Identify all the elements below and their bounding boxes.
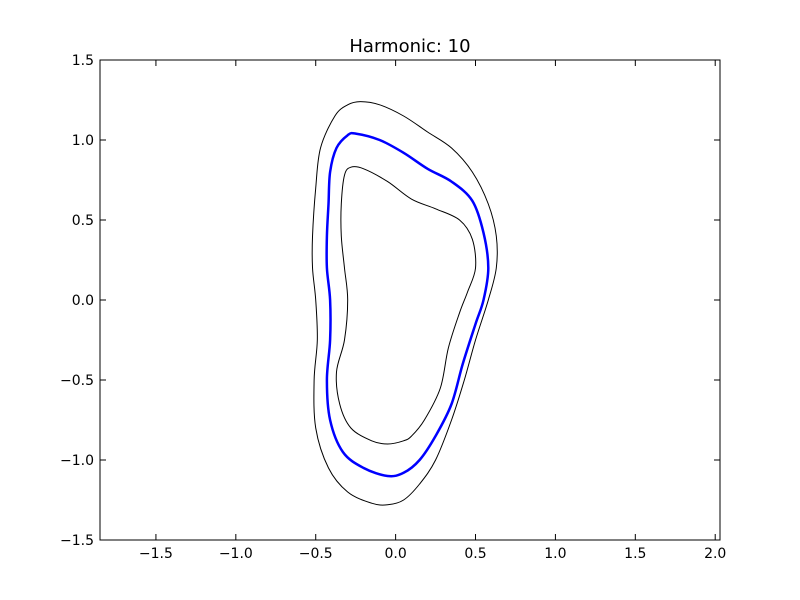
y-tick-labels: −1.5 −1.0 −0.5 0.0 0.5 1.0 1.5	[60, 53, 94, 549]
curves	[311, 101, 498, 506]
outer-contour-line	[311, 101, 498, 506]
y-tick-label: 0.0	[72, 293, 94, 309]
x-tick-label: 1.5	[624, 546, 646, 562]
x-tick-label: 2.0	[704, 546, 726, 562]
x-tick-label: 0.0	[384, 546, 406, 562]
center-contour-line	[325, 131, 490, 478]
y-tick-label: 1.5	[72, 53, 94, 69]
x-tick-label: 1.0	[544, 546, 566, 562]
x-tick-label: 0.5	[464, 546, 486, 562]
y-tick-label: −1.0	[60, 453, 94, 469]
y-tick-label: 1.0	[72, 133, 94, 149]
y-tick-label: −1.5	[60, 533, 94, 549]
x-tick-label: −1.0	[219, 546, 253, 562]
y-tick-label: −0.5	[60, 373, 94, 389]
x-tick-labels: −1.5 −1.0 −0.5 0.0 0.5 1.0 1.5 2.0	[139, 546, 726, 562]
axes-frame	[99, 59, 721, 541]
x-tick-label: −1.5	[139, 546, 173, 562]
chart-title: Harmonic: 10	[349, 36, 470, 57]
x-tick-label: −0.5	[299, 546, 333, 562]
ticks	[100, 59, 720, 541]
inner-contour-line	[335, 166, 477, 445]
y-tick-label: 0.5	[72, 213, 94, 229]
